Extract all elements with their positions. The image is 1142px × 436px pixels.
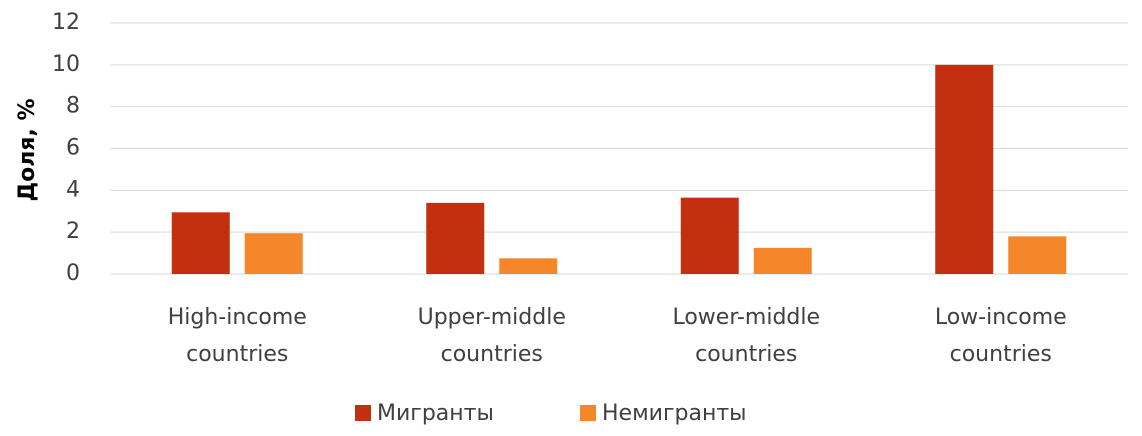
legend-label: Немигранты <box>602 401 747 426</box>
y-tick-label: 0 <box>66 261 80 286</box>
x-tick-label: High-income countries <box>168 305 307 367</box>
bar <box>680 197 739 274</box>
bar <box>244 233 303 274</box>
bar <box>499 258 558 274</box>
legend-label: Мигранты <box>377 401 494 426</box>
legend-swatch <box>355 405 371 421</box>
y-tick-label: 4 <box>66 177 80 202</box>
y-tick-label: 12 <box>52 10 80 35</box>
y-tick-label: 6 <box>66 136 80 161</box>
bar <box>426 202 485 274</box>
legend-swatch <box>580 405 596 421</box>
bar <box>753 247 812 274</box>
bar <box>171 212 230 274</box>
x-tick-label: Upper-middle countries <box>418 305 566 367</box>
bar <box>935 64 994 274</box>
y-tick-label: 8 <box>66 94 80 119</box>
y-tick-label: 2 <box>66 219 80 244</box>
x-tick-label: Lower-middle countries <box>672 305 820 367</box>
y-tick-label: 10 <box>52 52 80 77</box>
bar <box>1008 236 1067 274</box>
y-axis-label: Доля, % <box>15 98 40 201</box>
x-tick-label: Low-income countries <box>935 305 1067 367</box>
